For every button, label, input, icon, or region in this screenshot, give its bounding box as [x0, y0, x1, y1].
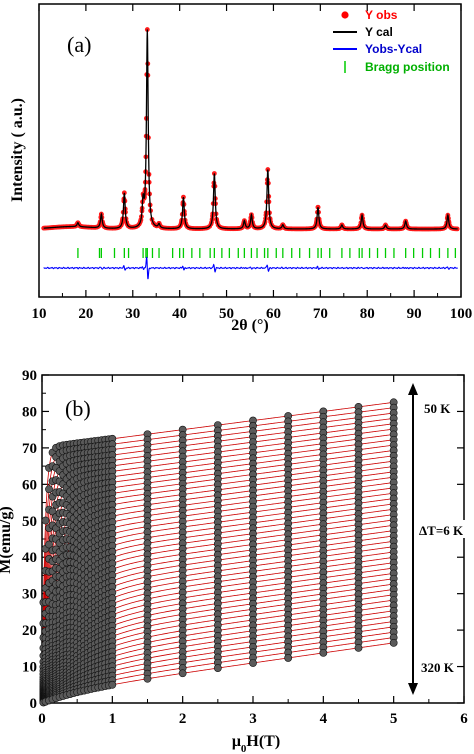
mh-y-tick-label: 80	[22, 404, 37, 420]
mh-y-tick-label: 20	[22, 623, 37, 639]
arrow-down-head	[408, 683, 418, 695]
xrd-x-tick-label: 100	[450, 306, 473, 322]
mh-x-tick-label: 5	[390, 711, 398, 727]
xrd-x-tick-label: 50	[219, 306, 234, 322]
data-point	[354, 643, 363, 652]
data-point	[108, 680, 117, 689]
series-y-obs	[41, 27, 460, 232]
xrd-x-ticks: 10 20 30 40 50 60 70 80 90 100	[32, 4, 473, 322]
xrd-x-tick-label: 10	[32, 306, 47, 322]
mh-panel-label: (b)	[65, 396, 91, 421]
data-point	[143, 674, 152, 683]
label-50k: 50 K	[424, 401, 451, 416]
xrd-x-tick-label: 90	[407, 306, 422, 322]
label-320k: 320 K	[421, 660, 455, 675]
data-point	[45, 540, 53, 549]
data-point	[249, 659, 257, 667]
xrd-y-axis-label: Intensity ( a.u.)	[9, 98, 26, 202]
series-y-cal	[43, 29, 458, 230]
mh-x-tick-label: 6	[460, 711, 468, 727]
xrd-x-tick-label: 70	[313, 306, 328, 322]
mh-x-tick-label: 0	[38, 711, 46, 727]
xrd-panel-label: (a)	[67, 32, 91, 57]
mh-x-tick-label: 1	[109, 711, 117, 727]
mh-y-tick-label: 60	[22, 477, 37, 493]
mh-y-tick-label: 0	[30, 696, 38, 712]
xrd-x-tick-label: 40	[172, 306, 187, 322]
mh-y-tick-label: 90	[22, 368, 37, 384]
data-points	[39, 398, 398, 707]
xrd-x-tick-label: 30	[125, 306, 140, 322]
label-delta-t: ΔT=6 K	[419, 523, 464, 538]
xrd-x-tick-label: 80	[360, 306, 375, 322]
xrd-x-tick-label: 60	[266, 306, 281, 322]
data-point	[284, 654, 293, 662]
mh-y-tick-label: 50	[22, 514, 37, 530]
xrd-panel: 10 20 30 40 50 60 70 80 90 100 (a) 2θ (°) Intensi…	[9, 3, 473, 334]
mh-x-tick-label: 3	[249, 711, 257, 727]
legend-yobs-marker	[341, 11, 349, 19]
legend-yobs-label: Y obs	[365, 8, 398, 22]
series-yobs-ycal	[43, 256, 458, 280]
mh-x-axis-label: μ0H(T)	[232, 733, 280, 754]
legend-ycal-label: Y cal	[365, 25, 393, 39]
mh-y-tick-label: 40	[22, 550, 37, 566]
legend-diff-label: Yobs-Ycal	[365, 42, 422, 56]
data-point	[389, 638, 398, 647]
mh-x-tick-label: 2	[179, 711, 187, 727]
xrd-x-axis-label: 2θ (°)	[231, 317, 268, 334]
mh-curves	[39, 398, 398, 707]
series-bragg-positions	[77, 248, 457, 258]
mh-y-tick-label: 70	[22, 441, 37, 457]
temperature-arrow	[408, 383, 465, 695]
data-point	[178, 669, 187, 678]
annotation-backdrop	[419, 520, 465, 538]
mh-y-tick-label: 10	[22, 660, 37, 676]
data-point	[45, 485, 53, 494]
legend-bragg-label: Bragg position	[365, 60, 450, 74]
xrd-x-tick-label: 20	[78, 306, 93, 322]
data-point	[41, 516, 50, 525]
xrd-legend: Y obs Y cal Yobs-Ycal Bragg position	[333, 8, 450, 74]
data-point	[48, 507, 57, 516]
mh-y-tick-label: 30	[22, 587, 37, 603]
mh-x-tick-label: 4	[320, 711, 328, 727]
arrow-up-head	[408, 383, 418, 395]
data-point	[319, 649, 328, 657]
xrd-curves	[41, 27, 460, 280]
data-point	[213, 664, 222, 672]
mh-y-axis-label: M(emu/g)	[0, 506, 14, 574]
